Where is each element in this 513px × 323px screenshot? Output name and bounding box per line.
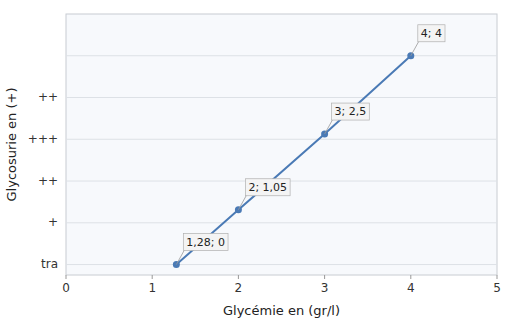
x-tick (324, 275, 325, 279)
annotation: 1,28; 0 (186, 236, 225, 249)
annotation-box (418, 25, 445, 42)
x-tick (410, 275, 411, 279)
annotation-box (245, 179, 290, 196)
x-axis-label: Glycémie en (gr/l) (223, 303, 340, 318)
annotation: 2; 1,05 (248, 181, 287, 194)
x-tick-label: 0 (62, 281, 70, 295)
x-tick-label: 1 (148, 281, 156, 295)
annotation-box (332, 103, 370, 120)
series (173, 52, 414, 268)
y-axis-label: Glycosurie en (+) (4, 88, 19, 202)
y-tick-label: ++ (38, 174, 58, 188)
grid-line (66, 55, 497, 56)
y-tick-label: + (48, 215, 58, 229)
annotation: 4; 4 (421, 27, 442, 40)
plot-frame (66, 14, 497, 275)
annotations: 1,28; 0 2; 1,05 3; 2,5 4; 4 (176, 25, 445, 265)
x-tick-label: 3 (321, 281, 329, 295)
y-tick-label: ++ (38, 90, 58, 104)
annotation: 3; 2,5 (335, 105, 367, 118)
x-tick-label: 4 (407, 281, 415, 295)
x-tick-label: 5 (493, 281, 501, 295)
grid-line (66, 222, 497, 223)
x-tick-label: 2 (235, 281, 243, 295)
x-tick (238, 275, 239, 279)
grid-line (66, 264, 497, 265)
y-tick-label: tra (41, 257, 58, 271)
x-tick (66, 275, 67, 279)
line (176, 56, 410, 265)
annotation-box (183, 234, 228, 251)
x-tick (152, 275, 153, 279)
x-tick (497, 275, 498, 279)
chart: tra++++++++012345Glycémie en (gr/l)Glyco… (0, 0, 513, 323)
grid-line (66, 139, 497, 140)
grid-line (66, 97, 497, 98)
y-tick-label: +++ (28, 132, 58, 146)
